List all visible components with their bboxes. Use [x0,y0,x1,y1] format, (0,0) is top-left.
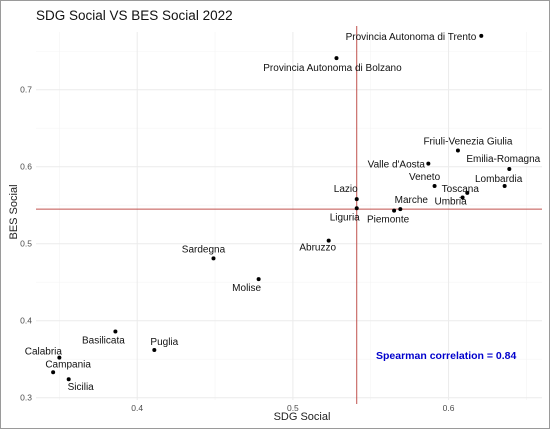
point-provincia-autonoma-di-trento [479,33,484,38]
label-lombardia: Lombardia [475,174,523,185]
label-provincia-autonoma-di-trento: Provincia Autonoma di Trento [346,32,477,43]
x-tick-label: 0.6 [443,403,455,413]
y-tick-label: 0.7 [20,85,32,95]
label-calabria: Calabria [25,347,63,358]
point-emilia-romagna [507,167,512,172]
point-veneto [432,183,437,188]
point-puglia [152,347,157,352]
point-abruzzo [326,238,331,243]
reference-lines [36,26,542,404]
point-lombardia [502,183,507,188]
point-piemonte [392,208,397,213]
label-abruzzo: Abruzzo [299,243,336,254]
label-lazio: Lazio [334,184,358,195]
point-liguria [354,206,359,211]
point-sicilia [66,377,71,382]
point-campania [51,370,56,375]
x-tick-label: 0.4 [131,403,143,413]
point-provincia-autonoma-di-bolzano [334,56,339,61]
label-puglia: Puglia [150,337,178,348]
label-sicilia: Sicilia [68,382,95,393]
label-piemonte: Piemonte [367,215,410,226]
point-molise [256,277,261,282]
point-labels: Provincia Autonoma di Trento Provincia Au… [25,32,541,393]
label-emilia-romagna: Emilia-Romagna [466,154,540,165]
y-tick-label: 0.6 [20,162,32,172]
label-veneto: Veneto [409,172,441,183]
label-molise: Molise [232,283,261,294]
label-provincia-autonoma-di-bolzano: Provincia Autonoma di Bolzano [263,63,402,74]
chart-title: SDG Social VS BES Social 2022 [36,8,233,23]
y-tick-label: 0.4 [20,316,32,326]
point-sardegna [211,256,216,261]
data-points [51,33,512,382]
point-basilicata [113,329,118,334]
label-toscana: Toscana [442,184,480,195]
point-valle-d-aosta [426,161,431,166]
y-tick-label: 0.5 [20,239,32,249]
label-umbria: Umbria [434,197,467,208]
point-toscana [465,190,470,195]
label-valle-d-aosta: Valle d'Aosta [368,160,426,171]
x-axis-title: SDG Social [274,411,331,423]
label-campania: Campania [45,359,91,370]
point-umbria [460,195,465,200]
label-sardegna: Sardegna [182,244,226,255]
label-basilicata: Basilicata [82,335,125,346]
y-axis-title: BES Social [8,184,20,239]
label-liguria: Liguria [330,212,360,223]
label-marche: Marche [395,195,429,206]
point-friuli-venezia-giulia [455,148,460,153]
y-tick-label: 0.3 [20,393,32,403]
grid [36,32,542,400]
point-marche [398,207,403,212]
point-lazio [354,197,359,202]
point-calabria [57,355,62,360]
tick-labels: 0.4 0.5 0.6 0.3 0.4 0.5 0.6 0.7 [20,85,455,413]
spearman-annotation: Spearman correlation = 0.84 [376,350,517,362]
label-friuli-venezia-giulia: Friuli-Venezia Giulia [423,137,512,148]
x-tick-label: 0.5 [287,403,299,413]
